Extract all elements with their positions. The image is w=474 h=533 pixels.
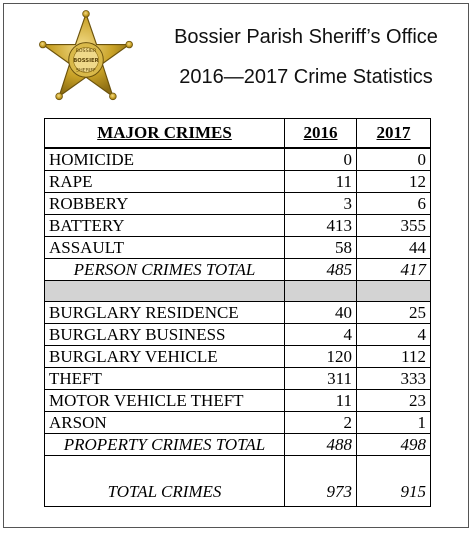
page-subtitle: 2016—2017 Crime Statistics xyxy=(179,66,433,88)
table-row: THEFT 311 333 xyxy=(44,367,431,390)
person-crimes-total-row: PERSON CRIMES TOTAL 485 417 xyxy=(44,258,431,281)
divider-cell xyxy=(356,280,431,302)
divider-cell xyxy=(44,280,285,302)
crime-name: BATTERY xyxy=(44,214,285,237)
value-2016: 11 xyxy=(284,170,357,193)
value-2017: 1 xyxy=(356,411,431,434)
crime-statistics-table: MAJOR CRIMES 2016 2017 HOMICIDE 0 0 RAPE… xyxy=(44,118,431,507)
badge-center-text: BOSSIER xyxy=(73,58,98,64)
header-2017: 2017 xyxy=(356,118,431,149)
value-2017: 12 xyxy=(356,170,431,193)
table-row: HOMICIDE 0 0 xyxy=(44,147,431,171)
table-row: ROBBERY 3 6 xyxy=(44,192,431,215)
value-2017: 112 xyxy=(356,345,431,368)
table-row: BURGLARY RESIDENCE 40 25 xyxy=(44,301,431,324)
total-2016: 488 xyxy=(284,433,357,456)
crime-name: ASSAULT xyxy=(44,236,285,259)
crime-name: ARSON xyxy=(44,411,285,434)
sheriff-star-badge-icon: BOSSIER BOSSIER SHERIFF xyxy=(39,10,133,101)
value-2016: 11 xyxy=(284,389,357,412)
table-row: RAPE 11 12 xyxy=(44,170,431,193)
table-row: ASSAULT 58 44 xyxy=(44,236,431,259)
value-2017: 355 xyxy=(356,214,431,237)
total-label: PERSON CRIMES TOTAL xyxy=(44,258,285,281)
table-row: BURGLARY VEHICLE 120 112 xyxy=(44,345,431,368)
value-2017: 23 xyxy=(356,389,431,412)
total-2017: 417 xyxy=(356,258,431,281)
value-2016: 58 xyxy=(284,236,357,259)
value-2017: 0 xyxy=(356,147,431,171)
value-2016: 4 xyxy=(284,323,357,346)
value-2016: 311 xyxy=(284,367,357,390)
crime-name: ROBBERY xyxy=(44,192,285,215)
divider-cell xyxy=(284,280,357,302)
crime-name: BURGLARY VEHICLE xyxy=(44,345,285,368)
badge-bottom-text: SHERIFF xyxy=(76,67,96,73)
table-header-row: MAJOR CRIMES 2016 2017 xyxy=(44,118,431,149)
crime-name: RAPE xyxy=(44,170,285,193)
value-2016: 2 xyxy=(284,411,357,434)
property-crimes-total-row: PROPERTY CRIMES TOTAL 488 498 xyxy=(44,433,431,456)
value-2017: 4 xyxy=(356,323,431,346)
crime-name: THEFT xyxy=(44,367,285,390)
value-2016: 120 xyxy=(284,345,357,368)
grand-total-2017: 915 xyxy=(356,455,431,507)
table-row: BATTERY 413 355 xyxy=(44,214,431,237)
header-2016: 2016 xyxy=(284,118,357,149)
crime-name: HOMICIDE xyxy=(44,147,285,171)
section-divider-row xyxy=(44,280,431,302)
grand-total-label: TOTAL CRIMES xyxy=(44,455,285,507)
value-2016: 0 xyxy=(284,147,357,171)
value-2016: 413 xyxy=(284,214,357,237)
table-row: MOTOR VEHICLE THEFT 11 23 xyxy=(44,389,431,412)
crime-name: BURGLARY BUSINESS xyxy=(44,323,285,346)
value-2017: 333 xyxy=(356,367,431,390)
badge-top-text: BOSSIER xyxy=(76,48,97,54)
total-crimes-row: TOTAL CRIMES 973 915 xyxy=(44,455,431,507)
page-frame xyxy=(3,3,469,528)
grand-total-2016: 973 xyxy=(284,455,357,507)
crime-name: MOTOR VEHICLE THEFT xyxy=(44,389,285,412)
header-major-crimes: MAJOR CRIMES xyxy=(44,118,285,149)
table-row: ARSON 2 1 xyxy=(44,411,431,434)
value-2016: 40 xyxy=(284,301,357,324)
table-row: BURGLARY BUSINESS 4 4 xyxy=(44,323,431,346)
page-title: Bossier Parish Sheriff’s Office xyxy=(174,26,438,48)
crime-name: BURGLARY RESIDENCE xyxy=(44,301,285,324)
value-2017: 25 xyxy=(356,301,431,324)
total-2016: 485 xyxy=(284,258,357,281)
value-2017: 44 xyxy=(356,236,431,259)
value-2017: 6 xyxy=(356,192,431,215)
value-2016: 3 xyxy=(284,192,357,215)
total-label: PROPERTY CRIMES TOTAL xyxy=(44,433,285,456)
total-2017: 498 xyxy=(356,433,431,456)
